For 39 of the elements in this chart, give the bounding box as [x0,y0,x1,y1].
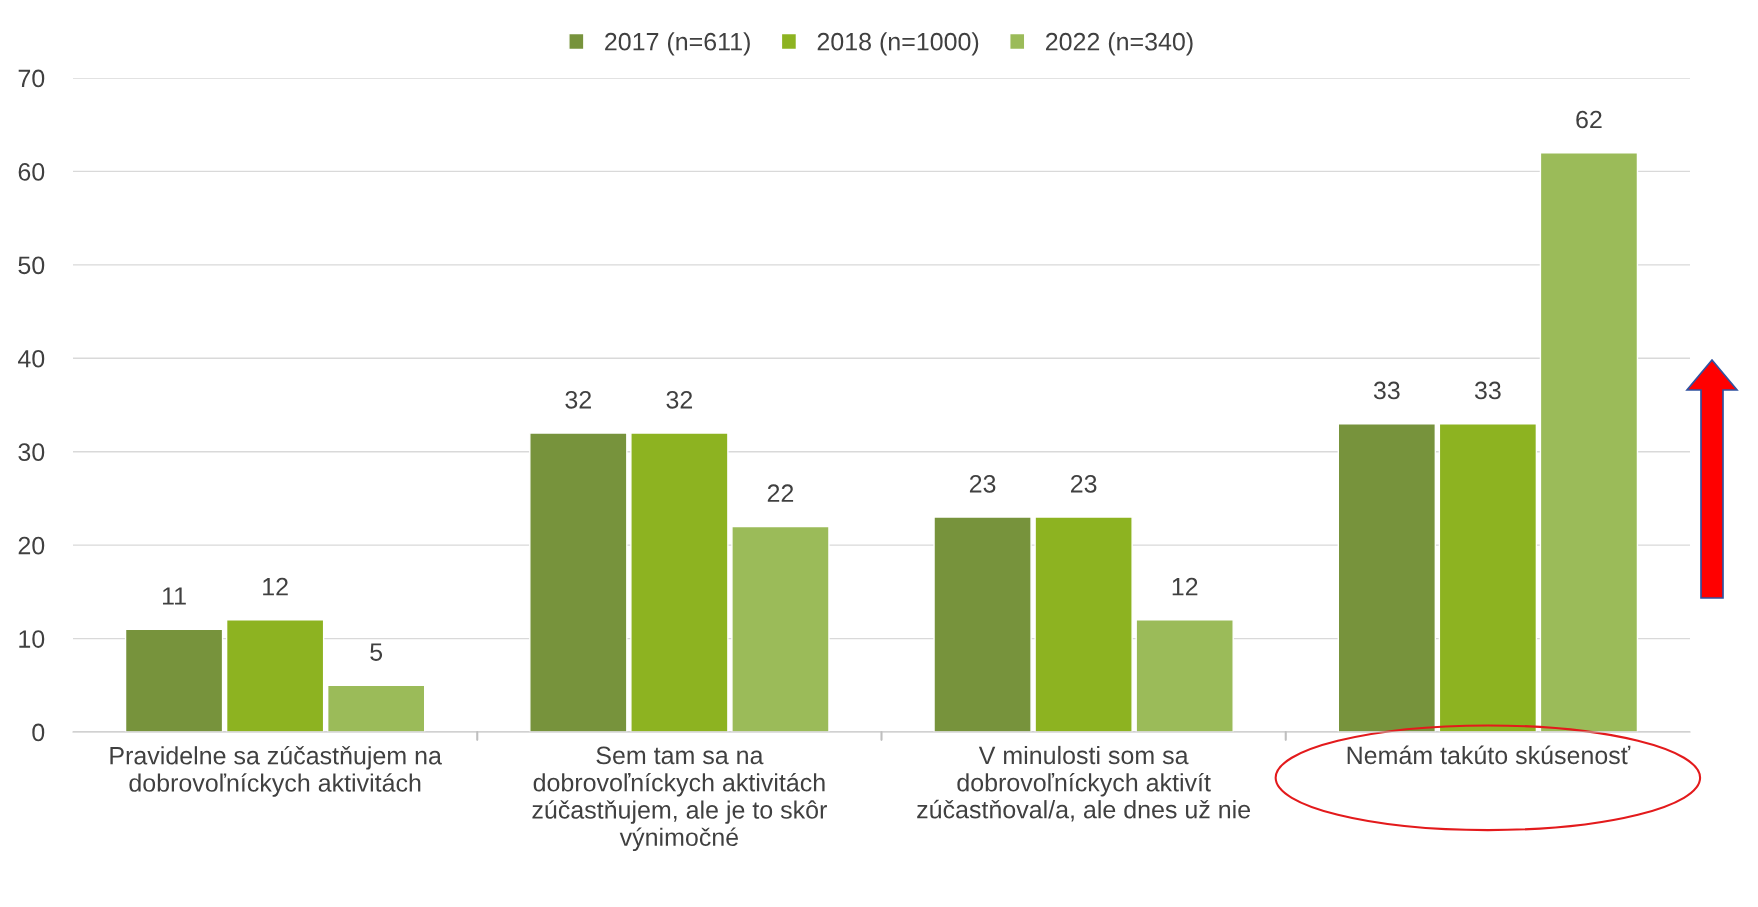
data-label: 11 [162,587,186,605]
bar [1135,619,1234,732]
legend-label: 2017 (n=611) [605,32,750,56]
y-tick-label: 30 [18,443,45,462]
y-tick-label: 50 [18,256,45,275]
data-label: 12 [1172,577,1198,596]
bar [1337,422,1437,732]
data-label: 23 [1070,475,1097,493]
bar [1438,422,1538,732]
y-tick-label: 40 [17,349,45,368]
legend-label: 2022 (n=340) [1045,32,1193,56]
data-label: 32 [565,390,591,409]
data-label: 23 [969,475,996,493]
y-tick-label: 10 [19,630,45,648]
bar [124,628,224,732]
x-tick-label: Pravidelne sa zúčastňujem na dobrovoľníckych aktivitách [110,745,442,797]
y-tick-label: 20 [18,536,45,555]
data-label: 12 [263,577,288,596]
x-tick-label: V minulosti som sa dobrovoľníckych aktivít zúčastňoval/a, ale dnes už nie [917,745,1250,822]
data-label: 33 [1474,381,1501,400]
data-label: 5 [370,643,383,661]
x-tick-label: Sem tam sa na dobrovoľníckych aktivitách zúčastňujem, ale je to skôr výnimočné [532,746,827,852]
bar [529,432,628,732]
bar [933,516,1032,732]
bar [1539,152,1639,732]
bar [630,432,729,732]
x-tick-label: Nemám takúto skúsenosť [1347,745,1631,765]
y-tick-label: 60 [18,163,45,181]
bar [1034,516,1133,732]
data-label: 22 [767,484,794,502]
bar [731,525,830,732]
bar [326,684,426,732]
data-label: 33 [1373,381,1400,400]
y-tick-label: 70 [18,69,45,88]
data-label: 62 [1576,110,1602,129]
bar [225,619,325,732]
data-label: 32 [666,390,693,409]
y-tick-label: 0 [32,723,45,742]
legend-label: 2018 (n=1000) [817,32,979,56]
